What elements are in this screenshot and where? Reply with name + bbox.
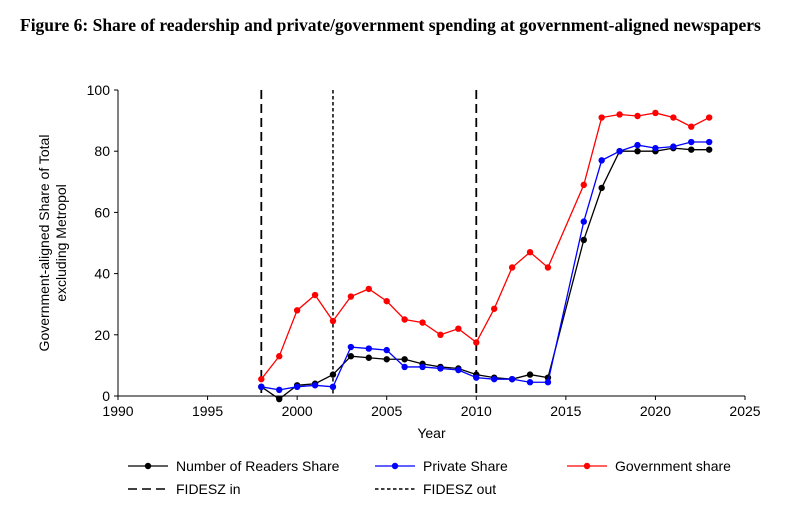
series-point-3 (401, 316, 408, 323)
x-tick-label: 2020 (640, 403, 671, 419)
series-line-2 (261, 141, 710, 391)
y-tick-label: 40 (94, 266, 110, 282)
series-point-2 (508, 375, 516, 383)
series-line-1 (260, 147, 710, 400)
series-point-3 (491, 305, 498, 312)
series-point-2 (455, 366, 462, 374)
series-point-1 (688, 146, 695, 153)
y-tick-label: 80 (94, 143, 110, 159)
series-point-2 (491, 375, 498, 383)
series-point-3 (365, 285, 372, 293)
series-point-2 (616, 148, 623, 155)
x-axis-title: Year (417, 425, 446, 441)
series-point-2 (705, 138, 713, 146)
legend: Number of Readers Share Private Share Gove… (128, 458, 731, 497)
series-point-1 (401, 356, 408, 363)
legend-marker (583, 462, 591, 470)
series-point-2 (383, 346, 390, 354)
series-point-1 (705, 146, 713, 153)
series-point-1 (526, 371, 534, 378)
series-point-3 (616, 111, 623, 118)
x-tick-label: 2010 (461, 403, 492, 419)
series-point-2 (652, 144, 659, 152)
y-axis-title-line-1: Government-aligned Share of Total (36, 135, 52, 352)
series-point-1 (365, 354, 372, 361)
legend-label: Private Share (423, 458, 508, 474)
legend-label: FIDESZ in (176, 481, 241, 497)
series-point-2 (276, 386, 283, 394)
series-line-3 (260, 112, 710, 380)
series-point-3 (276, 353, 283, 360)
y-tick-label: 60 (94, 204, 110, 220)
series-point-3 (652, 109, 659, 117)
y-axis-title-line-2: excluding Metropol (53, 184, 69, 302)
series-point-2 (437, 365, 444, 372)
x-tick-label: 2005 (371, 403, 402, 419)
series-point-2 (419, 363, 426, 371)
series-point-3 (437, 331, 444, 338)
y-tick-label: 20 (94, 327, 110, 343)
legend-label: FIDESZ out (423, 481, 496, 497)
series-point-1 (329, 371, 337, 378)
series-point-2 (258, 383, 265, 391)
series-point-1 (276, 395, 283, 403)
series-point-2 (293, 383, 301, 391)
series-point-3 (293, 307, 301, 314)
series-point-2 (347, 343, 355, 351)
series-point-2 (580, 218, 587, 225)
series-point-3 (634, 112, 641, 120)
series-point-1 (580, 236, 587, 244)
series-point-3 (455, 325, 462, 332)
series-point-3 (473, 339, 480, 346)
series-point-3 (419, 319, 426, 326)
series-point-2 (598, 157, 605, 164)
series-point-3 (598, 114, 605, 121)
series-point-3 (311, 291, 319, 299)
series-point-3 (705, 114, 713, 121)
series-point-1 (347, 353, 355, 360)
series-point-3 (544, 264, 552, 271)
series-point-2 (634, 141, 641, 149)
y-tick-label: 100 (87, 82, 111, 98)
series-point-3 (670, 114, 677, 121)
legend-marker (144, 462, 152, 470)
series-point-2 (329, 383, 337, 391)
chart-axes: 0 20 40 60 80 100 1990 1995 2000 2005 2010 2015 2020… (87, 82, 761, 419)
series-point-3 (688, 123, 695, 130)
x-tick-label: 2000 (282, 403, 313, 419)
x-tick-label: 1995 (192, 403, 223, 419)
x-tick-label: 1990 (102, 403, 133, 419)
legend-label: Government share (615, 458, 731, 474)
series-point-2 (365, 345, 372, 352)
series-point-3 (383, 297, 390, 305)
series-point-2 (526, 379, 534, 386)
series-point-2 (670, 143, 677, 150)
series-point-2 (401, 363, 408, 371)
series-point-1 (634, 148, 641, 155)
legend-marker (391, 462, 399, 470)
series-point-2 (311, 382, 319, 389)
series-point-3 (329, 317, 337, 325)
figure-title: Figure 6: Share of readership and privat… (20, 15, 761, 35)
series-point-1 (598, 184, 605, 192)
series-point-3 (258, 375, 265, 383)
series-point-2 (688, 138, 695, 146)
series-point-3 (580, 181, 587, 189)
legend-label: Number of Readers Share (176, 458, 340, 474)
x-tick-label: 2025 (729, 403, 760, 419)
data-series (258, 109, 713, 403)
series-point-2 (544, 379, 552, 386)
x-tick-label: 2015 (550, 403, 581, 419)
y-tick-label: 0 (102, 388, 110, 404)
series-point-3 (347, 293, 355, 300)
series-point-3 (526, 248, 534, 256)
series-point-1 (383, 356, 390, 363)
series-point-2 (473, 374, 480, 381)
axis-labels: Year Government-aligned Share of Total exc… (36, 135, 446, 441)
series-point-3 (508, 264, 516, 271)
